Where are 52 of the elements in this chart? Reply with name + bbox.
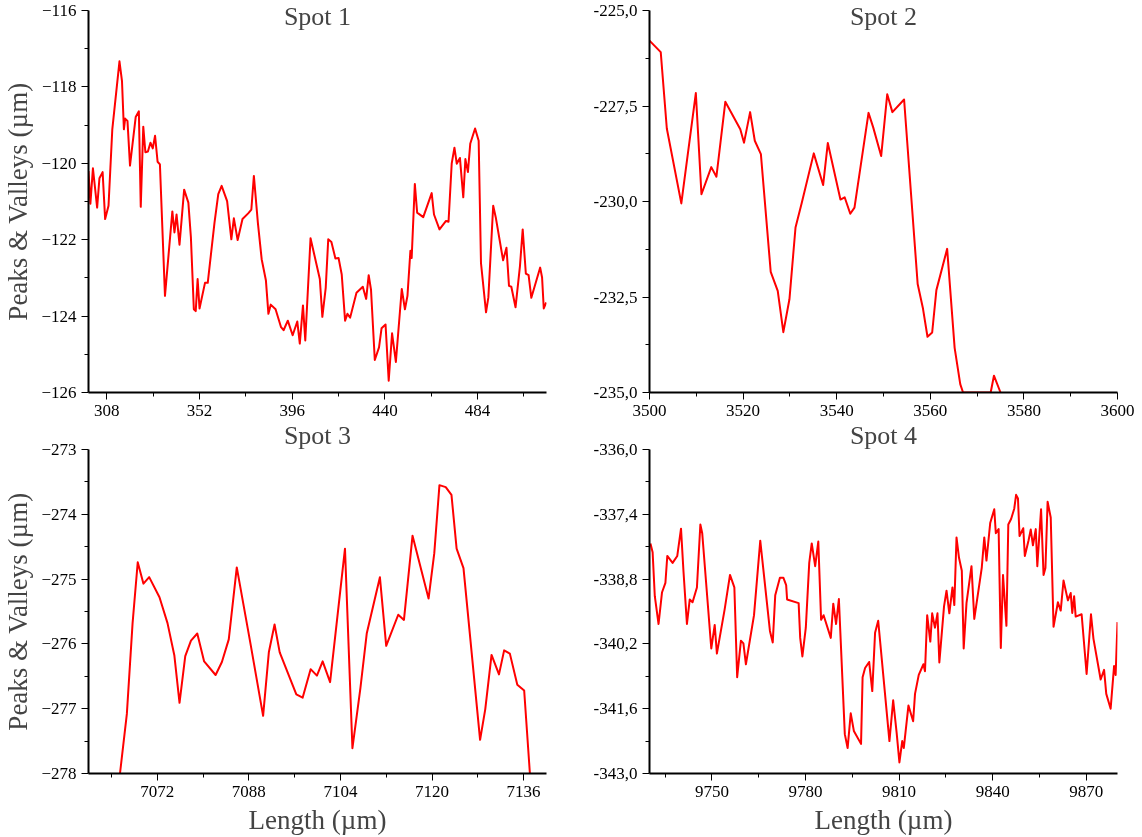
y-tick-label: -340,2 <box>593 634 638 654</box>
y-tick-label: −126 <box>41 383 77 402</box>
y-tick-label: -336,0 <box>593 440 638 459</box>
y-tick-label: -341,6 <box>593 699 638 719</box>
x-tick-label: 9750 <box>694 781 729 801</box>
y-tick-label: -225,0 <box>593 1 638 20</box>
x-axis-title: Length (µm) <box>814 804 953 835</box>
y-tick-label: −274 <box>41 504 77 524</box>
y-tick-label: −118 <box>42 77 77 97</box>
chart-title: Spot 4 <box>849 420 918 450</box>
y-tick-label: −277 <box>41 699 77 719</box>
chart-title: Spot 3 <box>283 420 352 450</box>
x-tick-label: 7104 <box>323 781 358 801</box>
x-tick-label: 3500 <box>632 400 667 420</box>
y-tick-label: −120 <box>41 153 77 173</box>
y-tick-label: −278 <box>41 764 77 783</box>
y-tick-label: -338,8 <box>593 569 638 589</box>
y-axis-title: Peaks & Valleys (µm) <box>3 82 34 321</box>
x-tick-label: 440 <box>372 400 398 420</box>
x-tick-label: 9870 <box>1069 781 1104 801</box>
x-tick-label: 9840 <box>975 781 1010 801</box>
y-tick-label: -235,0 <box>593 383 638 402</box>
chart-title: Spot 1 <box>283 1 352 31</box>
x-tick-label: 3520 <box>726 400 761 420</box>
x-tick-label: 9780 <box>788 781 823 801</box>
x-tick-label: 7088 <box>231 781 266 801</box>
y-tick-label: −124 <box>41 306 77 326</box>
x-tick-label: 3580 <box>1006 400 1041 420</box>
y-tick-label: -343,0 <box>593 764 638 783</box>
y-tick-label: −122 <box>41 230 77 250</box>
y-tick-label: −275 <box>41 569 77 589</box>
x-tick-label: 9810 <box>882 781 917 801</box>
y-tick-label: -232,5 <box>593 287 638 307</box>
y-tick-label: -337,4 <box>593 504 638 524</box>
y-axis-title: Peaks & Valleys (µm) <box>3 492 34 731</box>
chart-title: Spot 2 <box>849 1 918 31</box>
x-tick-label: 484 <box>464 400 491 420</box>
x-axis-title: Length (µm) <box>248 804 387 835</box>
x-tick-label: 308 <box>94 400 120 420</box>
x-tick-label: 7136 <box>506 781 541 801</box>
x-tick-label: 3540 <box>819 400 854 420</box>
y-tick-label: -227,5 <box>593 96 638 116</box>
y-tick-label: −116 <box>42 1 77 20</box>
y-tick-label: −276 <box>41 634 77 654</box>
y-tick-label: -230,0 <box>593 192 638 211</box>
x-tick-label: 3600 <box>1100 400 1135 420</box>
x-tick-label: 7120 <box>415 781 449 801</box>
x-tick-label: 3560 <box>913 400 948 420</box>
y-tick-label: −273 <box>41 440 77 459</box>
x-tick-label: 396 <box>279 400 305 420</box>
x-tick-label: 352 <box>186 400 213 420</box>
x-tick-label: 7072 <box>140 781 175 801</box>
